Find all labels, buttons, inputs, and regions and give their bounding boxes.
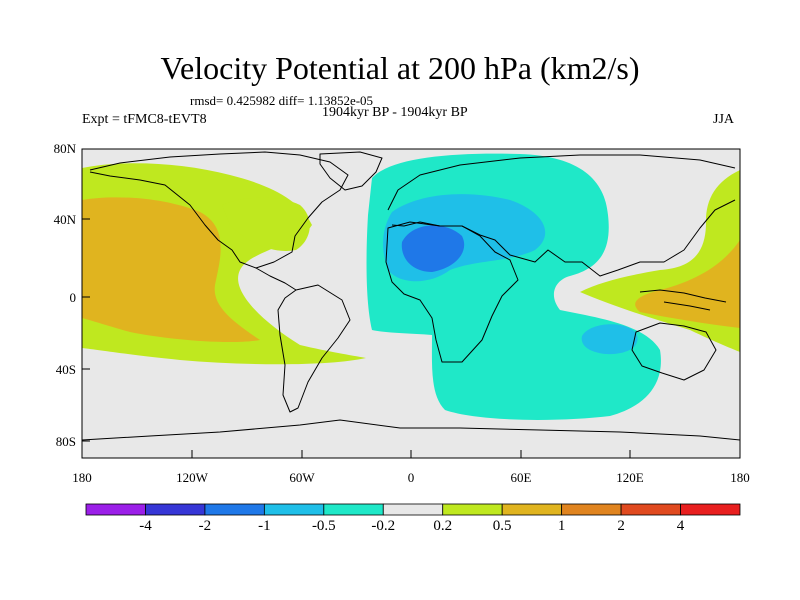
season-label: JJA <box>713 112 735 127</box>
legend-swatch <box>442 503 503 516</box>
legend-level-label: -2 <box>198 518 212 534</box>
legend-swatch <box>680 503 741 516</box>
legend-level-label: 0.2 <box>433 518 453 534</box>
lon-label-120w: 120W <box>176 470 208 485</box>
positive-region-pacific-mid <box>82 197 260 343</box>
lat-label-80n: 80N <box>53 141 76 156</box>
legend-level-label: -0.5 <box>311 518 336 534</box>
legend-swatch <box>382 503 444 516</box>
lon-label-180e: 180 <box>730 470 750 485</box>
negative-region-mid-indian <box>581 324 638 355</box>
legend-level-label: -0.2 <box>371 518 396 534</box>
legend-swatch <box>620 503 681 516</box>
legend-swatch <box>204 503 265 516</box>
legend-swatch <box>561 503 622 516</box>
lon-label-180w: 180 <box>72 470 92 485</box>
axis-ticks <box>81 148 741 458</box>
experiment-label: Expt = tFMC8-tEVT8 <box>82 112 207 127</box>
legend-level-label: -4 <box>139 518 152 534</box>
lon-label-60w: 60W <box>289 470 315 485</box>
central-america-coastline <box>255 267 297 291</box>
antarctica-coastline <box>82 419 740 441</box>
stats-text: rmsd= 0.425982 diff= 1.13852e-05 <box>190 93 374 108</box>
lat-label-40n: 40N <box>53 212 76 227</box>
legend-swatch <box>263 503 325 516</box>
positive-region-westpacific-mid <box>635 240 740 328</box>
legend-swatch <box>145 503 206 516</box>
australia-coastline <box>631 322 717 381</box>
legend-level-label: 1 <box>557 518 566 534</box>
legend-level-label: 4 <box>676 518 685 534</box>
lat-label-0: 0 <box>69 290 77 305</box>
legend-swatch <box>501 503 563 516</box>
lat-label-40s: 40S <box>55 362 76 377</box>
lon-label-60e: 60E <box>510 470 532 485</box>
plot-title: Velocity Potential at 200 hPa (km2/s) <box>160 50 640 86</box>
period-label: 1904kyr BP - 1904kyr BP <box>322 105 468 120</box>
maritime-continent-coastline <box>639 289 727 311</box>
legend-level-label: 0.5 <box>492 518 512 534</box>
legend-swatch <box>85 503 146 516</box>
south-america-coastline <box>277 284 351 413</box>
africa-coastline <box>385 221 519 363</box>
legend-level-label: -1 <box>258 518 271 534</box>
north-america-coastline <box>89 151 349 269</box>
coastlines <box>82 151 740 441</box>
lon-label-0: 0 <box>407 470 415 485</box>
legend-swatch <box>323 503 384 516</box>
negative-region-strong <box>401 225 465 272</box>
positive-region-northamerica <box>222 197 310 251</box>
lon-label-120e: 120E <box>616 470 644 485</box>
lat-label-80s: 80S <box>55 434 76 449</box>
greenland-coastline <box>319 151 383 191</box>
legend-level-label: 2 <box>617 518 625 534</box>
